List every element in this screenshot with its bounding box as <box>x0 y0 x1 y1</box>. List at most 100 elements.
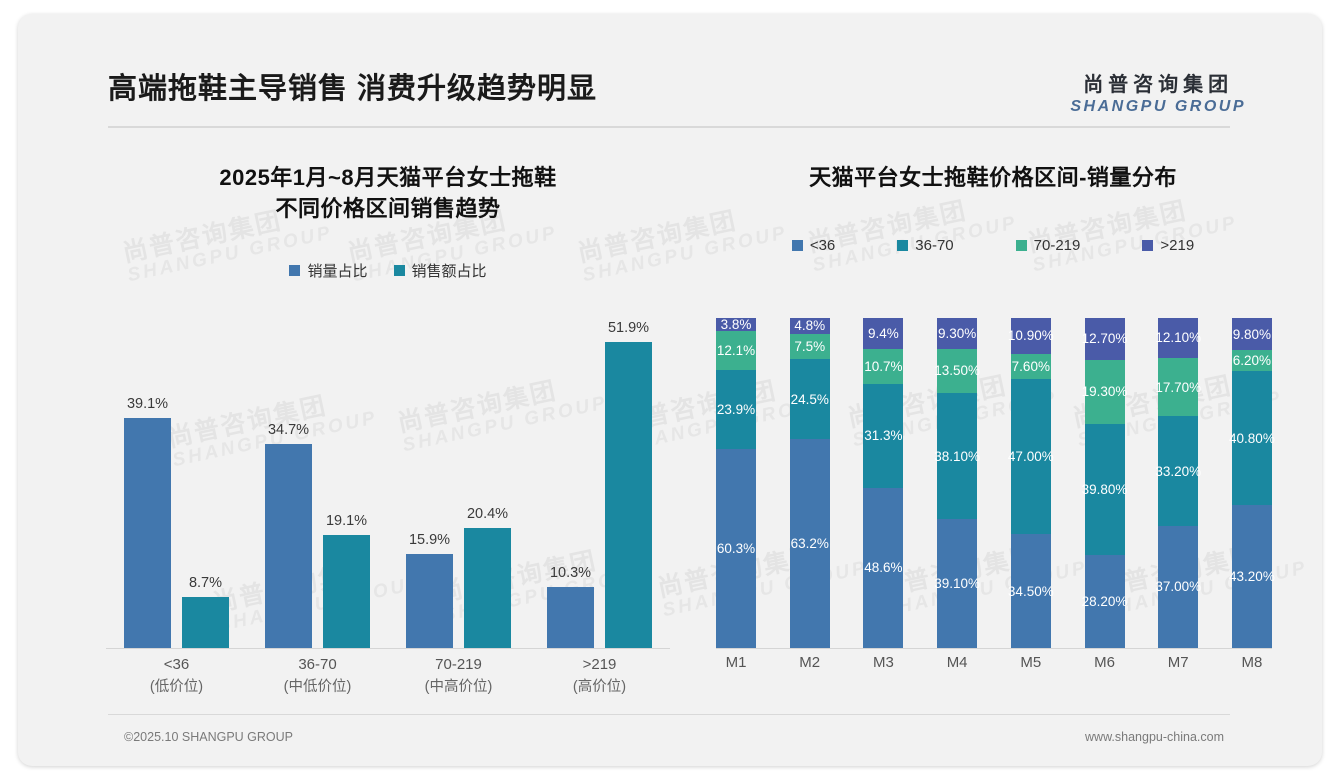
legend-swatch-icon <box>791 240 803 252</box>
x-tick-main: 70-219 <box>435 656 482 673</box>
stack-segment-<36: 34.50% <box>1007 534 1054 648</box>
stack-value-label: 19.30% <box>1081 384 1128 400</box>
bar-group-<36: 39.1% 8.7% <box>106 318 247 648</box>
bar-value-label: 20.4% <box>466 505 509 522</box>
stack-segment-36-70: 47.00% <box>1008 379 1054 535</box>
chart-panel-left: 2025年1月~8月天猫平台女士拖鞋 不同价格区间销售趋势 销量占比 销售额占比 … <box>88 136 688 706</box>
legend-item-70-219[interactable]: 70-219 <box>1015 237 1081 255</box>
bar-销量占比-36-70[interactable]: 34.7% <box>265 318 312 648</box>
stack-segment-36-70: 39.80% <box>1081 423 1128 555</box>
bar-value-label: 39.1% <box>126 395 169 412</box>
stack-value-label: 12.1% <box>716 342 756 358</box>
stack-segment->219: 9.80% <box>1231 318 1272 351</box>
left-chart-title: 2025年1月~8月天猫平台女士拖鞋 不同价格区间销售趋势 <box>88 136 688 224</box>
stack-segment->219: 12.10% <box>1155 318 1201 358</box>
stack-segment->219: 9.30% <box>937 318 978 349</box>
stacked-bar-M8[interactable]: 9.80% 6.20% 40.80% 43.20% <box>1229 318 1275 648</box>
x-tick-M5: M5 <box>1020 654 1042 671</box>
bar-rect <box>265 443 312 648</box>
bar-rect <box>406 554 453 648</box>
bar-销售额占比-36-70[interactable]: 19.1% <box>323 318 370 648</box>
bar-销售额占比-<36[interactable]: 8.7% <box>182 318 229 648</box>
bar-rect <box>547 587 594 648</box>
left-chart-title-line1: 2025年1月~8月天猫平台女士拖鞋 <box>219 165 557 190</box>
header-divider <box>108 126 1230 128</box>
stacked-bar-M5[interactable]: 10.90% 7.60% 47.00% 34.50% <box>1007 318 1054 648</box>
stack-value-label: 10.90% <box>1007 328 1054 344</box>
x-tick-M3: M3 <box>872 654 894 671</box>
bar-rect <box>124 417 171 648</box>
bar-value-label: 51.9% <box>607 320 650 337</box>
x-tick-M2: M2 <box>799 654 821 671</box>
stack-value-label: 40.80% <box>1229 430 1275 446</box>
stack-segment-36-70: 33.20% <box>1155 416 1201 526</box>
bar-rect <box>464 527 511 648</box>
stack-value-label: 3.8% <box>720 316 752 332</box>
footer-website[interactable]: www.shangpu-china.com <box>1085 730 1224 744</box>
bar-销售额占比-70-219[interactable]: 20.4% <box>464 318 511 648</box>
stack-value-label: 6.20% <box>1232 353 1272 369</box>
bar-group-36-70: 34.7% 19.1% <box>247 318 388 648</box>
chart-panel-right: 天猫平台女士拖鞋价格区间-销量分布 <36 36-70 70-219 >219 3.8… <box>708 136 1278 706</box>
stacked-bar-M2[interactable]: 4.8% 7.5% 24.5% 63.2% <box>789 318 830 648</box>
stack-value-label: 9.4% <box>868 326 899 341</box>
stack-segment-<36: 63.2% <box>789 439 830 648</box>
stack-segment->219: 12.70% <box>1082 318 1127 360</box>
left-chart-title-line2: 不同价格区间销售趋势 <box>275 196 501 222</box>
x-tick-36-70: 36-70 (中低价位) <box>247 654 388 714</box>
stack-segment-<36: 39.10% <box>934 518 980 648</box>
left-chart-legend: 销量占比 销售额占比 <box>88 260 688 281</box>
bar-group-container: 39.1% 8.7% 34.7% 19.1% 15.9% 20.4% 10.3% 51.9% <box>106 318 670 648</box>
x-tick-70-219: 70-219 (中高价位) <box>388 654 529 714</box>
slide-header: 高端拖鞋主导销售 消费升级趋势明显 尚普咨询集团 SHANGPU GROUP <box>18 14 1322 126</box>
bar-value-label: 15.9% <box>408 532 451 549</box>
stack-segment->219: 4.8% <box>789 318 830 334</box>
stack-value-label: 34.50% <box>1007 583 1054 599</box>
stack-value-label: 4.8% <box>794 318 826 334</box>
bar-销量占比->219[interactable]: 10.3% <box>547 318 594 648</box>
stacked-bar-M4[interactable]: 9.30% 13.50% 38.10% 39.10% <box>934 318 980 648</box>
stack-value-label: 10.7% <box>864 359 903 375</box>
x-tick-sub: (中高价位) <box>424 678 493 695</box>
stack-segment->219: 3.8% <box>716 316 756 332</box>
stacked-bar-M7[interactable]: 12.10% 17.70% 33.20% 37.00% <box>1155 318 1201 648</box>
stack-value-label: 7.5% <box>794 338 826 354</box>
right-chart-title: 天猫平台女士拖鞋价格区间-销量分布 <box>809 165 1177 190</box>
bar-销售额占比->219[interactable]: 51.9% <box>605 318 652 648</box>
stack-value-label: 23.9% <box>716 402 756 418</box>
x-tick-main: 36-70 <box>298 656 337 673</box>
legend-item->219[interactable]: >219 <box>1142 237 1194 254</box>
legend-label: 36-70 <box>915 237 954 255</box>
stack-value-label: 39.80% <box>1081 481 1128 497</box>
stack-segment-70-219: 19.30% <box>1081 359 1128 424</box>
stacked-bar-plot: 3.8% 12.1% 23.9% 60.3% 4.8% 7.5% 24.5% 63.2% 9.4… <box>716 316 1275 648</box>
slide-footer: ©2025.10 SHANGPU GROUP www.shangpu-china… <box>18 726 1322 756</box>
legend-item-<36[interactable]: <36 <box>791 237 835 254</box>
bar-rect <box>605 342 652 648</box>
stack-segment-70-219: 6.20% <box>1231 350 1272 371</box>
legend-label: 70-219 <box>1033 237 1081 255</box>
bar-group-70-219: 15.9% 20.4% <box>388 318 529 648</box>
bar-rect <box>182 596 229 648</box>
stacked-bar-M3[interactable]: 9.4% 10.7% 31.3% 48.6% <box>863 318 904 648</box>
left-chart-x-axis-line <box>106 648 670 649</box>
x-tick-M7: M7 <box>1167 654 1189 671</box>
bar-value-label: 10.3% <box>549 565 592 582</box>
stacked-bar-M1[interactable]: 3.8% 12.1% 23.9% 60.3% <box>716 316 756 648</box>
bar-销量占比-<36[interactable]: 39.1% <box>124 318 171 648</box>
right-chart-legend: <36 36-70 70-219 >219 <box>708 237 1278 254</box>
left-chart-x-tick-labels: <36 (低价位) 36-70 (中低价位) 70-219 (中高价位) >219 (高价位) <box>106 654 670 714</box>
legend-item-销售额占比[interactable]: 销售额占比 <box>393 260 487 281</box>
bar-value-label: 8.7% <box>188 574 223 591</box>
stack-value-label: 48.6% <box>864 560 903 576</box>
slide: 尚普咨询集团 SHANGPU GROUP 尚普咨询集团 SHANGPU GROUP 尚普… <box>18 14 1322 766</box>
x-tick-M8: M8 <box>1241 654 1263 671</box>
legend-swatch-icon <box>289 265 301 277</box>
legend-swatch-icon <box>393 265 405 277</box>
bar-销量占比-70-219[interactable]: 15.9% <box>406 318 453 648</box>
legend-item-销量占比[interactable]: 销量占比 <box>289 260 368 281</box>
stacked-bar-M6[interactable]: 12.70% 19.30% 39.80% 28.20% <box>1081 318 1128 648</box>
legend-item-36-70[interactable]: 36-70 <box>897 237 954 255</box>
x-tick-sub: (低价位) <box>149 678 204 695</box>
stack-value-label: 9.80% <box>1232 326 1272 342</box>
